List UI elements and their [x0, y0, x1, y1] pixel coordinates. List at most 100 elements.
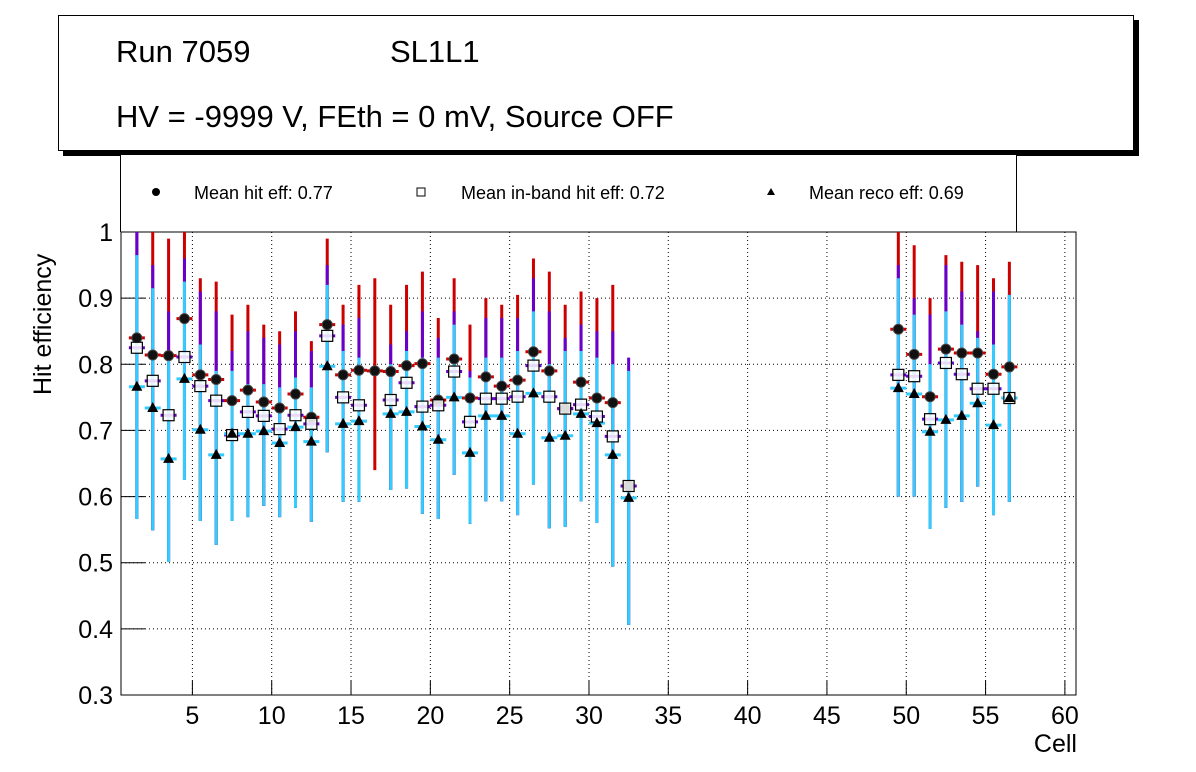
conditions-label: HV = -9999 V, FEth = 0 mV, Source OFF: [116, 99, 674, 134]
legend-entry-inband: Mean in-band hit eff: 0.72: [461, 183, 665, 203]
hit-point: [464, 392, 476, 404]
hit-point: [448, 353, 460, 365]
inband-point: [305, 417, 318, 430]
x-tick-label: 10: [258, 702, 286, 730]
legend-square-marker-icon: [416, 187, 426, 197]
reco-point: [226, 427, 238, 438]
inband-point: [162, 409, 175, 422]
hit-point: [353, 364, 365, 376]
layer-label: SL1L1: [390, 34, 480, 69]
reco-point: [591, 417, 603, 428]
x-tick-label: 55: [972, 702, 1000, 730]
axes: 5 10 15 20 25 30 35 40 45 50 55 60 0.3 0.4 0.5 0.6 0.7 0.…: [78, 219, 1079, 730]
y-tick-label: 0.5: [78, 550, 113, 578]
reco-point: [258, 425, 270, 436]
x-tick-label: 30: [575, 702, 603, 730]
inband-point: [543, 390, 556, 403]
inband-point: [273, 423, 286, 436]
y-tick-label: 0.3: [78, 682, 113, 710]
reco-point: [131, 380, 143, 391]
inband-point: [384, 393, 397, 407]
inband-point: [432, 399, 445, 412]
inband-point: [955, 368, 968, 381]
inband-point: [257, 409, 270, 422]
inband-point: [923, 413, 937, 426]
x-tick-label: 20: [416, 702, 444, 730]
hit-point: [194, 369, 206, 381]
hit-point: [290, 388, 302, 400]
reco-point: [163, 452, 175, 463]
hit-point: [163, 350, 175, 362]
inband-point: [336, 391, 350, 404]
hit-point: [575, 376, 587, 388]
reco-point: [956, 409, 968, 420]
hit-point: [908, 348, 920, 360]
reco-point: [575, 407, 587, 418]
hit-point: [527, 346, 539, 358]
hit-point: [337, 369, 349, 381]
inband-point: [511, 390, 524, 403]
reco-point: [210, 448, 222, 459]
legend-entry-reco: Mean reco eff: 0.69: [809, 183, 964, 203]
y-tick-label: 0.8: [78, 351, 113, 379]
x-tick-label: 60: [1051, 702, 1079, 730]
reco-point: [178, 372, 190, 383]
inband-point: [908, 370, 921, 383]
hit-point: [416, 358, 428, 370]
reco-point: [623, 491, 635, 502]
inband-point: [987, 382, 1000, 395]
reco-point: [527, 387, 539, 398]
x-tick-label: 25: [496, 702, 524, 730]
reco-point: [892, 382, 904, 393]
inband-point: [495, 392, 508, 405]
inband-point: [289, 409, 302, 422]
inband-point: [971, 382, 984, 395]
hit-point: [543, 365, 555, 377]
reco-point: [559, 429, 571, 440]
hit-point: [972, 347, 984, 359]
reco-point: [908, 388, 920, 399]
hit-point: [956, 347, 968, 359]
hit-point: [369, 365, 381, 377]
x-tick-label: 50: [892, 702, 920, 730]
reco-point: [305, 435, 317, 446]
inband-point: [241, 405, 255, 419]
legend: Mean hit eff: 0.77 Mean in-band hit eff:…: [120, 155, 1017, 232]
reco-point: [940, 413, 952, 424]
y-tick-label: 0.6: [78, 484, 113, 512]
hit-point: [226, 395, 238, 407]
inband-point: [448, 365, 461, 378]
reco-point: [1003, 392, 1015, 403]
hit-point: [940, 343, 952, 355]
hit-point: [512, 374, 524, 386]
y-tick-label: 0.9: [78, 285, 113, 313]
inband-point: [321, 329, 334, 342]
legend-entry-hit: Mean hit eff: 0.77: [194, 183, 333, 203]
inband-point: [559, 402, 572, 415]
inband-point: [130, 341, 143, 354]
hit-point: [178, 313, 190, 325]
inband-point: [178, 350, 191, 364]
inband-point: [479, 392, 492, 405]
reco-point: [924, 425, 936, 436]
hit-point: [892, 323, 904, 335]
inband-point: [622, 479, 635, 493]
legend-triangle-marker-icon: [767, 188, 775, 195]
reco-point: [543, 431, 555, 442]
hit-point: [496, 380, 508, 392]
reco-point: [242, 427, 254, 438]
inband-point: [146, 374, 159, 387]
reco-point: [607, 448, 619, 459]
inband-point: [194, 380, 207, 393]
hit-point: [924, 391, 936, 403]
inband-point: [416, 400, 429, 413]
hit-point: [242, 384, 254, 396]
reco-point: [274, 436, 286, 447]
hit-point: [321, 319, 333, 331]
hit-point: [591, 392, 603, 404]
y-tick-label: 1: [99, 219, 113, 247]
markers: [130, 313, 1016, 502]
plot-frame: [120, 231, 1077, 696]
inband-point: [892, 368, 905, 381]
